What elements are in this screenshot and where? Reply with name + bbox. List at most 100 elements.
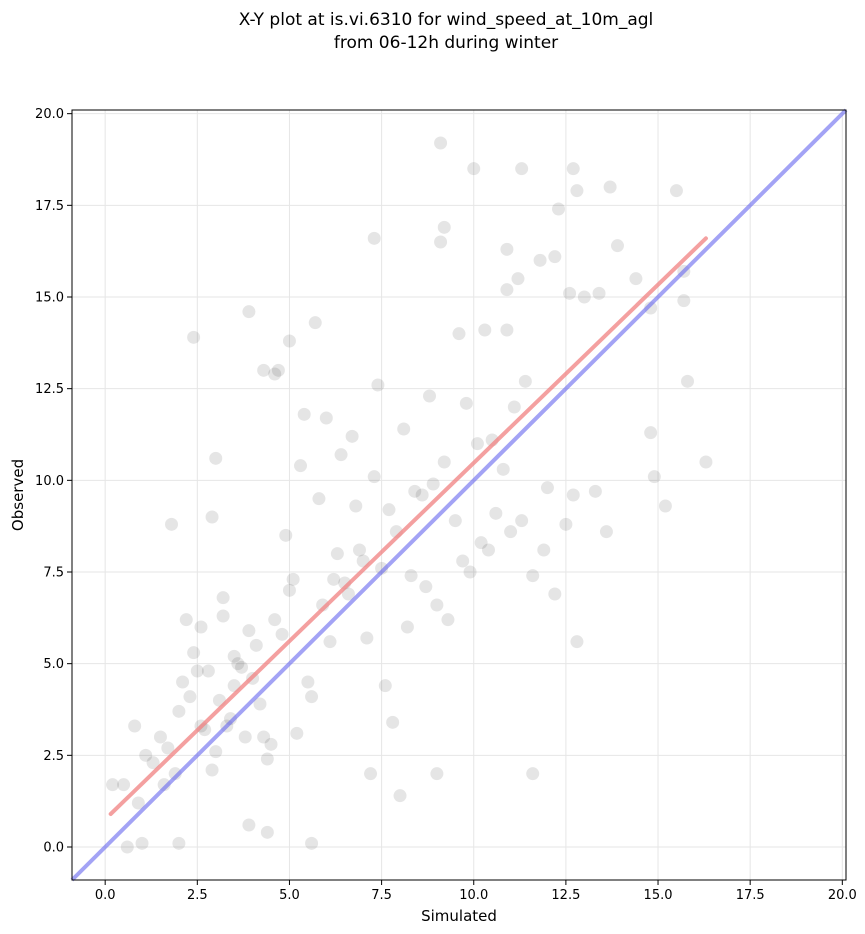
x-axis-ticks: 0.0 2.5 5.0 7.5 10.0 12.5 15.0 17.5 20.0 (95, 880, 857, 903)
data-point (238, 730, 252, 744)
data-point (371, 378, 385, 392)
data-point (599, 525, 613, 539)
y-tick-label: 7.5 (43, 566, 64, 581)
data-point (419, 580, 433, 594)
data-point (275, 627, 289, 641)
data-point (669, 184, 683, 198)
data-point (570, 184, 584, 198)
data-point (437, 220, 451, 234)
data-point (474, 536, 488, 550)
data-point (146, 756, 160, 770)
data-point (305, 690, 319, 704)
y-tick-label: 20.0 (35, 107, 64, 122)
data-point (467, 162, 481, 176)
data-point (681, 374, 695, 388)
x-tick-label: 20.0 (828, 888, 857, 903)
data-point (187, 330, 201, 344)
data-point (563, 286, 577, 300)
y-tick-label: 15.0 (35, 291, 64, 306)
data-point (187, 646, 201, 660)
data-point (518, 374, 532, 388)
data-point (566, 162, 580, 176)
data-point (257, 363, 271, 377)
data-point (430, 767, 444, 781)
data-point (386, 715, 400, 729)
data-point (286, 572, 300, 586)
data-point (271, 363, 285, 377)
data-point (334, 448, 348, 462)
y-tick-label: 0.0 (43, 841, 64, 856)
data-point (312, 492, 326, 506)
data-point (279, 528, 293, 542)
data-point (456, 554, 470, 568)
data-point (515, 514, 529, 528)
data-point (526, 569, 540, 583)
data-point (603, 180, 617, 194)
data-point (629, 272, 643, 286)
data-point (470, 437, 484, 451)
x-tick-label: 10.0 (459, 888, 488, 903)
data-point (242, 818, 256, 832)
data-point (135, 836, 149, 850)
data-point (153, 730, 167, 744)
data-point (227, 649, 241, 663)
data-point (677, 294, 691, 308)
data-point (378, 679, 392, 693)
y-axis-label: Observed (9, 459, 27, 531)
x-tick-label: 0.0 (95, 888, 116, 903)
data-point (161, 741, 175, 755)
data-point (644, 426, 658, 440)
data-point (319, 411, 333, 425)
identity-line (70, 108, 848, 882)
data-point (507, 400, 521, 414)
data-point (548, 250, 562, 264)
y-tick-label: 17.5 (35, 199, 64, 214)
data-point (172, 704, 186, 718)
data-point (209, 451, 223, 465)
data-point (566, 488, 580, 502)
data-point (426, 477, 440, 491)
data-point (489, 506, 503, 520)
y-tick-label: 5.0 (43, 657, 64, 672)
data-point (209, 745, 223, 759)
data-point (548, 587, 562, 601)
data-point (253, 697, 267, 711)
data-point (235, 660, 249, 674)
data-point (131, 796, 145, 810)
y-tick-label: 12.5 (35, 382, 64, 397)
data-point (183, 690, 197, 704)
chart-subtitle: from 06-12h during winter (334, 33, 558, 53)
data-point (577, 290, 591, 304)
data-point (434, 136, 448, 150)
y-tick-label: 2.5 (43, 749, 64, 764)
data-point (282, 334, 296, 348)
data-point (231, 657, 245, 671)
data-point (526, 767, 540, 781)
data-point (242, 305, 256, 319)
data-point (463, 565, 477, 579)
data-point (533, 253, 547, 267)
data-point (308, 316, 322, 330)
data-point (268, 613, 282, 627)
y-tick-label: 10.0 (35, 474, 64, 489)
data-point (504, 525, 518, 539)
data-point (345, 429, 359, 443)
data-point (552, 202, 566, 216)
data-point (415, 488, 429, 502)
data-point (106, 778, 120, 792)
x-tick-label: 7.5 (371, 888, 392, 903)
data-point (452, 327, 466, 341)
data-point (511, 272, 525, 286)
data-point (249, 638, 263, 652)
data-point (120, 840, 134, 854)
data-point (282, 583, 296, 597)
data-point (592, 286, 606, 300)
data-point (301, 675, 315, 689)
data-point (205, 510, 219, 524)
data-point (367, 231, 381, 245)
data-point (360, 631, 374, 645)
x-tick-label: 5.0 (279, 888, 300, 903)
x-tick-label: 2.5 (187, 888, 208, 903)
data-point (404, 569, 418, 583)
